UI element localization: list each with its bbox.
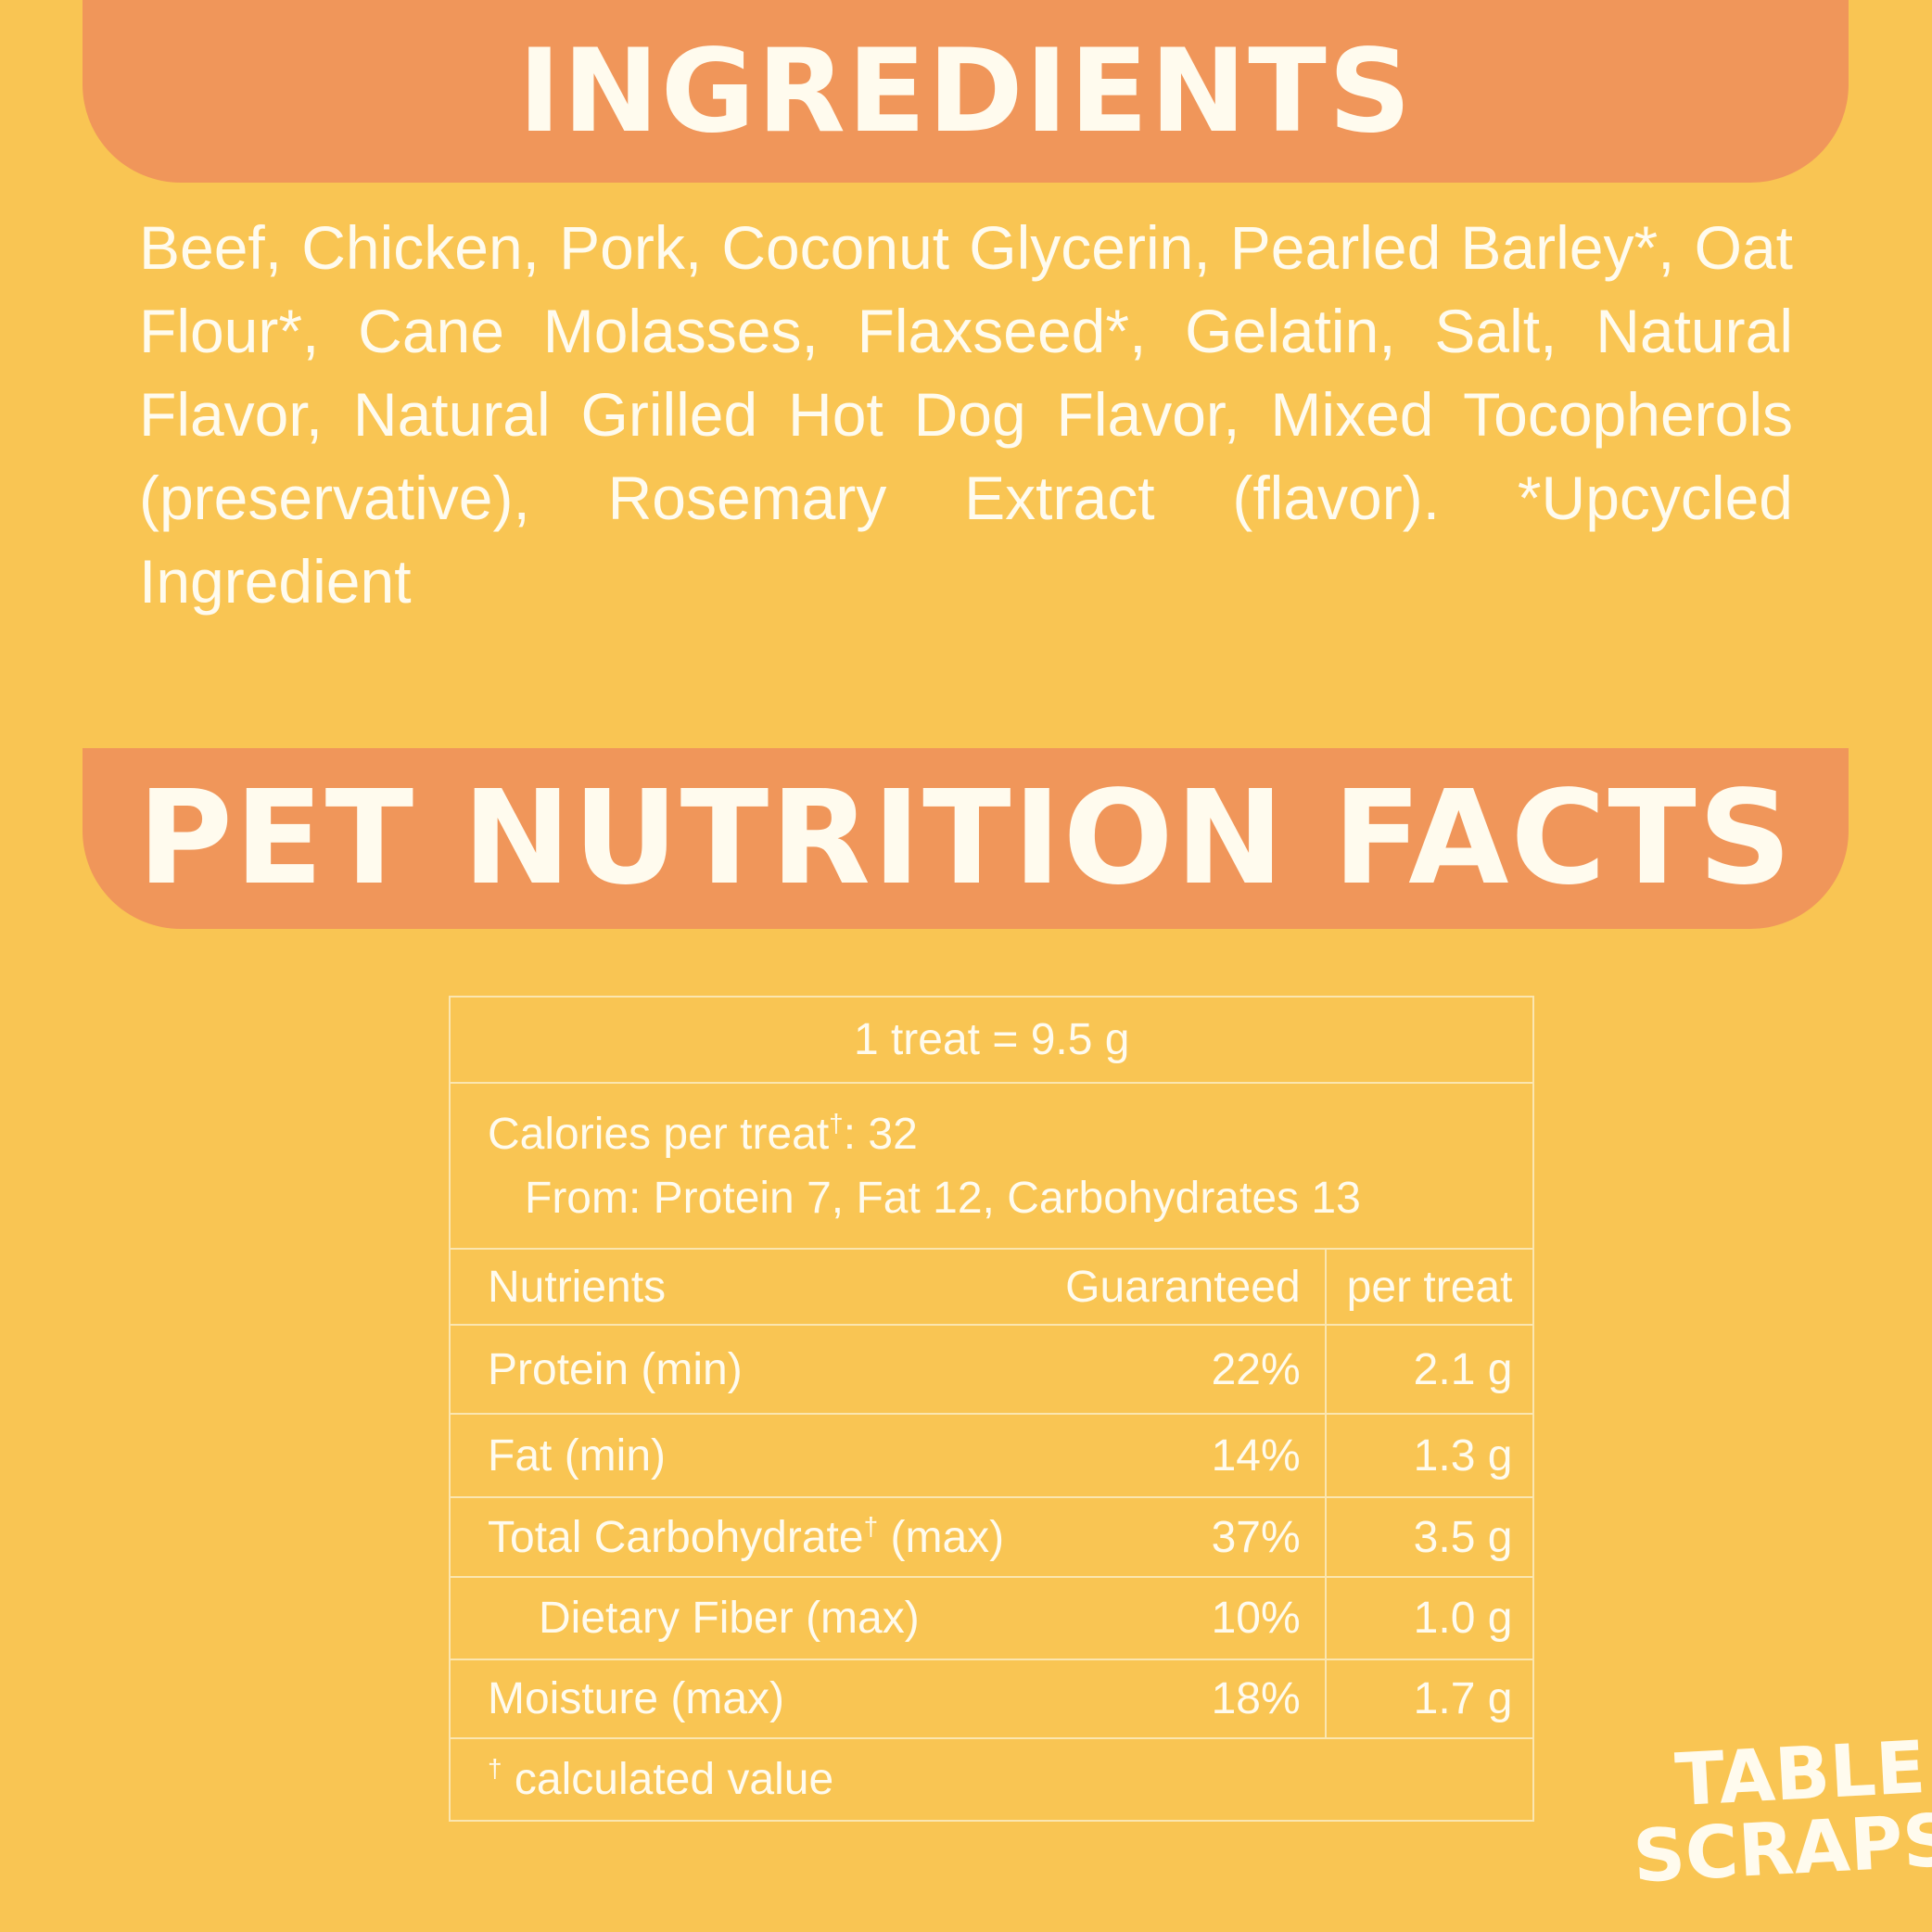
guaranteed: 18%: [1028, 1659, 1326, 1738]
nutrient: Moisture (max): [450, 1659, 1029, 1738]
ingredients-banner: INGREDIENTS: [83, 0, 1849, 183]
per-treat: 1.3 g: [1324, 1413, 1534, 1497]
ingredients-text: Beef, Chicken, Pork, Coconut Glycerin, P…: [139, 213, 1793, 616]
per-treat: 1.0 g: [1324, 1576, 1534, 1659]
calories-value: : 32: [843, 1109, 918, 1159]
qualifier: (max): [890, 1512, 1005, 1562]
per-treat: 1.7 g: [1324, 1659, 1534, 1738]
guaranteed: 37%: [1028, 1496, 1326, 1577]
per-treat: 2.1 g: [1324, 1324, 1534, 1414]
note-mark: †: [863, 1511, 879, 1541]
nutrition-title: PET NUTRITION FACTS: [137, 763, 1794, 914]
nutrient: Total Carbohydrate: [488, 1512, 864, 1562]
guaranteed: 10%: [1028, 1576, 1326, 1659]
serving: 1 treat = 9.5 g: [450, 996, 1534, 1083]
nutrient: Fat (min): [450, 1413, 1029, 1497]
nutrient-cell: Total Carbohydrate† (max): [450, 1496, 1029, 1577]
footnote: † calculated value: [450, 1737, 1534, 1821]
per-treat: 3.5 g: [1324, 1496, 1534, 1577]
ingredients-title: INGREDIENTS: [517, 24, 1414, 159]
logo-line: SCRAPS: [1631, 1799, 1932, 1900]
header-cell: Guaranteed: [1028, 1248, 1326, 1325]
footnote-text: calculated value: [514, 1755, 834, 1804]
note-mark: †: [829, 1108, 844, 1138]
nutrition-banner: PET NUTRITION FACTS: [83, 748, 1849, 929]
header-cell: Nutrients: [450, 1248, 1029, 1325]
guaranteed: 14%: [1028, 1413, 1326, 1497]
guaranteed: 22%: [1028, 1324, 1326, 1414]
calories-cell: Calories per treat†: 32 From: Protein 7,…: [450, 1082, 1534, 1249]
calories-label: Calories per treat: [488, 1109, 830, 1159]
nutrient: Dietary Fiber (max): [539, 1594, 920, 1643]
nutrient: Protein (min): [450, 1324, 1029, 1414]
logo: TABLE SCRAPS®: [1628, 1726, 1932, 1913]
note-mark: †: [488, 1754, 502, 1783]
calories-from: From: Protein 7, Fat 12, Carbohydrates 1…: [525, 1173, 1361, 1223]
calories: Calories per treat†: 32: [488, 1109, 1508, 1160]
logo-line-2: SCRAPS®: [1631, 1799, 1932, 1913]
nutrition-table: 1 treat = 9.5 g Calories per treat†: 32 …: [449, 996, 1535, 1822]
nutrient-cell: Dietary Fiber (max): [450, 1576, 1029, 1659]
header-cell: per treat: [1324, 1248, 1534, 1325]
